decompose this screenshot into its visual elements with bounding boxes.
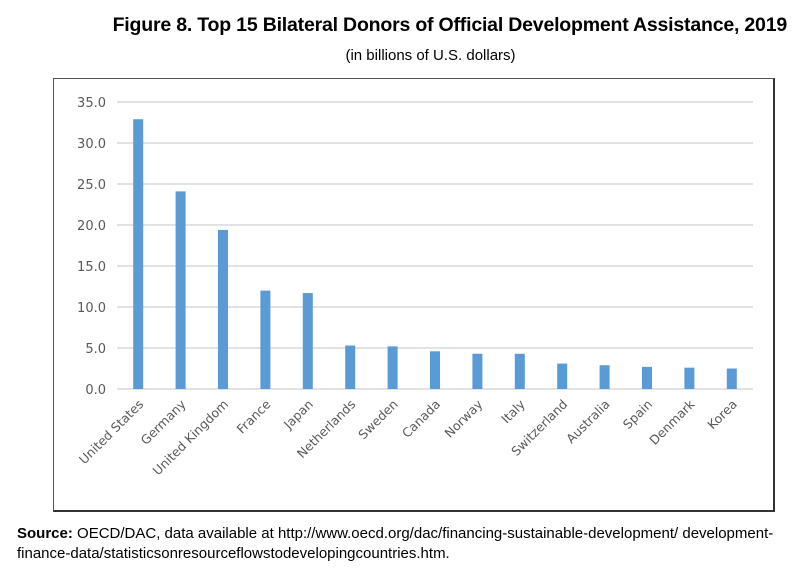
bar-japan [302,293,313,389]
y-tick-label: 25.0 [77,178,106,193]
x-tick-label: France [234,396,274,436]
bar-netherlands [345,345,356,389]
figure-title: Figure 8. Top 15 Bilateral Donors of Off… [112,14,788,36]
x-tick-label: Italy [498,396,528,426]
source-label: Source: [17,525,73,542]
chart-frame [53,78,775,512]
x-tick-label: Norway [441,396,486,441]
x-tick-label: Sweden [355,397,401,443]
x-tick-label: Japan [280,397,316,433]
y-tick-label: 5.0 [85,342,106,357]
bar-united-states [133,119,144,389]
bars [133,119,737,389]
y-axis-ticks: 0.0 5.0 10.0 15.0 20.0 25.0 30.0 35.0 [77,96,106,398]
x-tick-label: Canada [399,397,443,441]
bar-switzerland [557,363,568,389]
figure-subtitle: (in billions of U.S. dollars) [345,47,516,64]
bar-norway [472,353,483,389]
x-tick-label: Denmark [646,396,698,448]
bar-australia [599,365,610,389]
x-tick-label: United States [76,397,146,467]
x-tick-label: Australia [563,397,613,447]
x-tick-label: Spain [620,397,655,432]
bar-italy [514,353,525,389]
bar-denmark [684,367,695,389]
bar-france [260,290,271,389]
source-note: Source: OECD/DAC, data available at http… [17,524,787,564]
x-tick-label: United Kingdom [150,397,232,479]
source-text: OECD/DAC, data available at http://www.o… [17,525,774,562]
y-tick-label: 20.0 [77,219,106,234]
bar-germany [175,191,186,389]
gridlines [117,101,753,390]
x-tick-label: Korea [704,397,740,433]
y-tick-label: 30.0 [77,137,106,152]
y-tick-label: 0.0 [85,383,106,398]
y-tick-label: 10.0 [77,301,106,316]
bar-korea [726,368,737,389]
bar-spain [642,366,652,389]
bar-canada [430,351,440,389]
bar-united-kingdom [218,229,228,389]
y-tick-label: 35.0 [77,96,106,111]
y-tick-label: 15.0 [77,260,106,275]
bar-sweden [387,346,398,389]
